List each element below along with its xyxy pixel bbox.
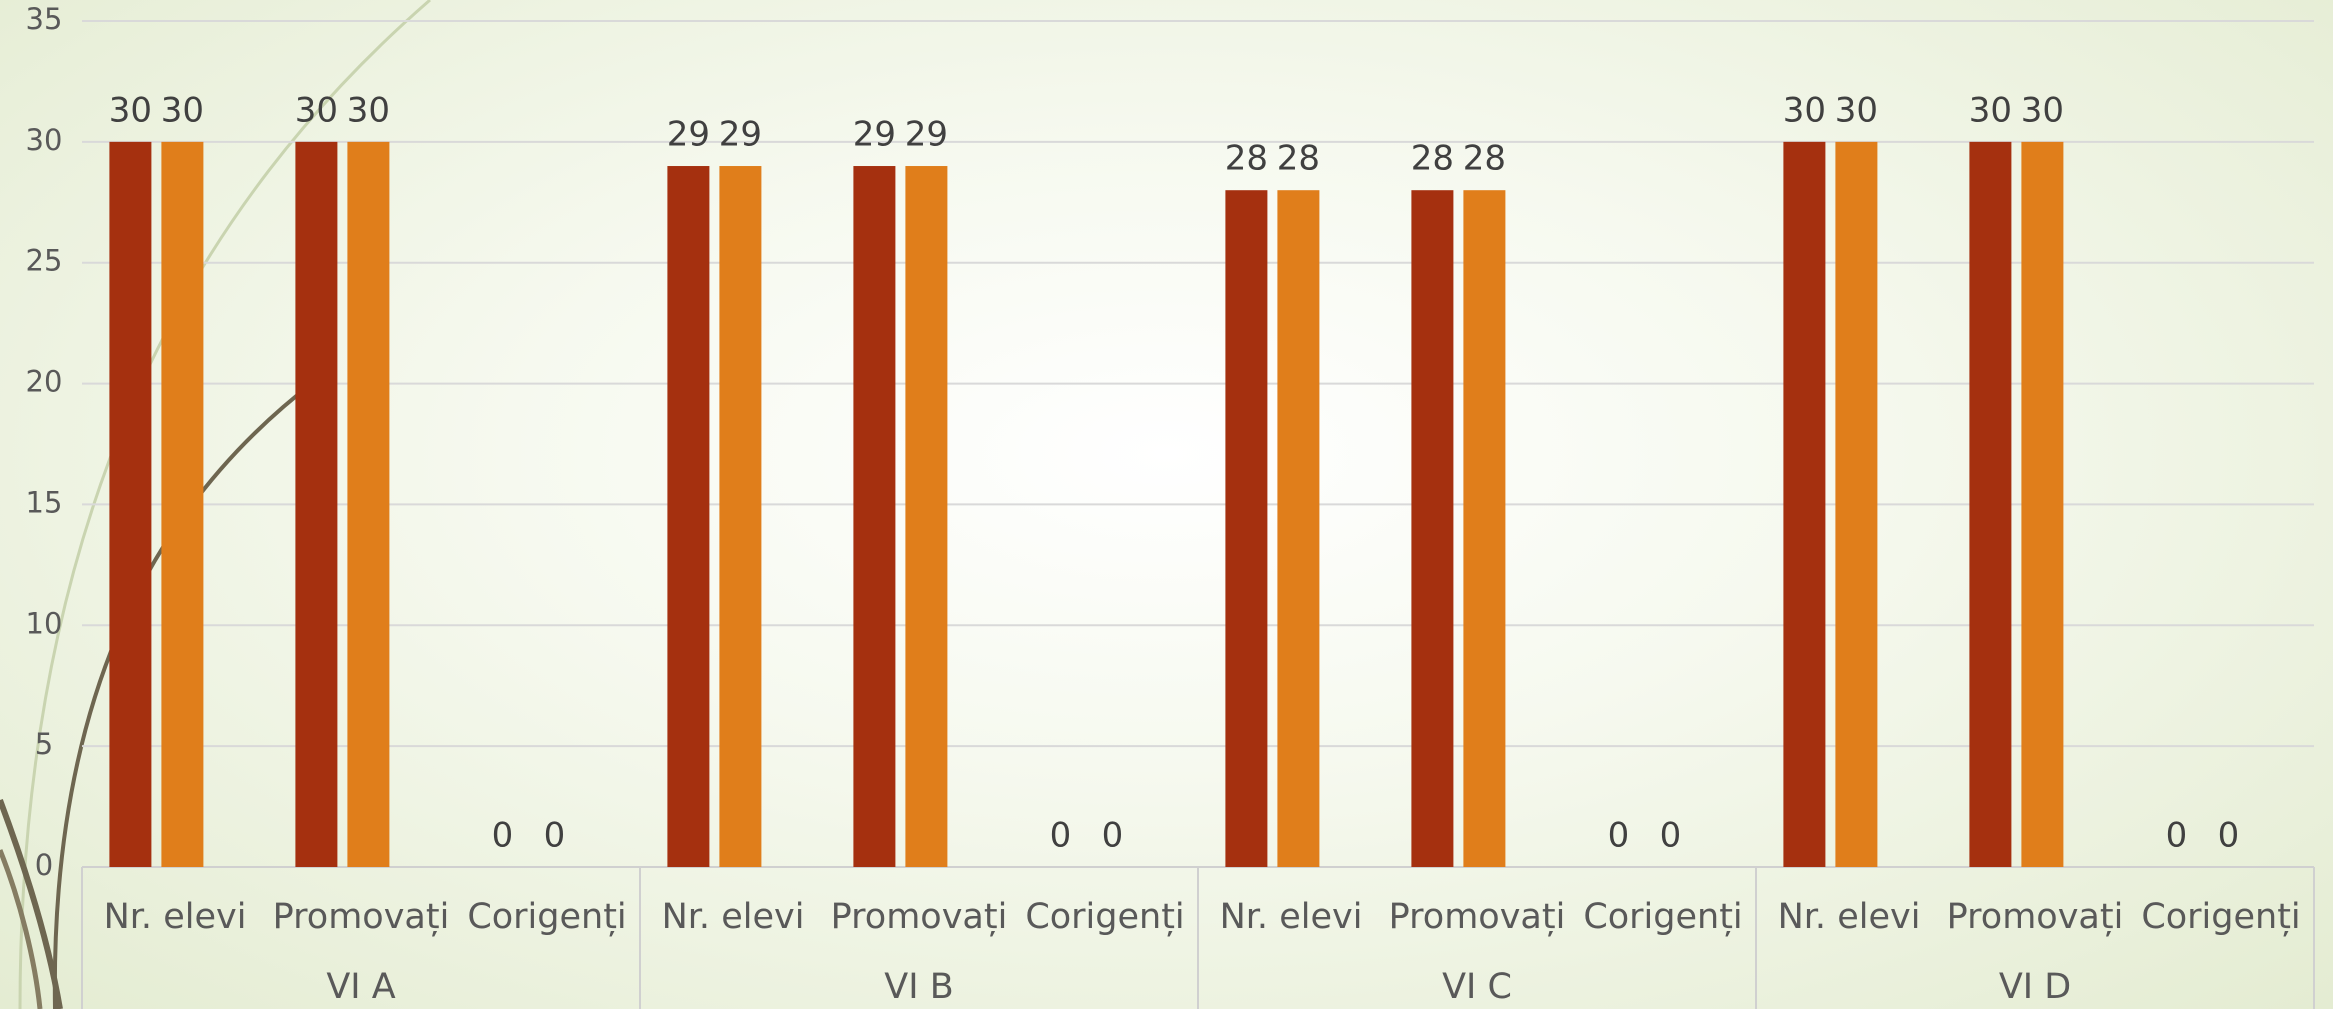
y-tick-label: 5 (35, 727, 53, 761)
data-label: 28 (1225, 139, 1268, 179)
bar (905, 166, 948, 867)
bar (347, 141, 390, 867)
data-label: 30 (347, 90, 390, 130)
bar (1969, 141, 2012, 867)
group-label: VI D (1999, 967, 2071, 1007)
x-tick-label: Corigenți (1583, 897, 1742, 937)
data-label: 0 (544, 816, 566, 856)
x-tick-label: Promovați (1389, 897, 1566, 937)
group-label: VI B (884, 967, 953, 1007)
x-tick-label: Nr. elevi (662, 897, 805, 937)
data-label: 30 (2021, 90, 2064, 130)
data-label: 30 (109, 90, 152, 130)
bar (667, 166, 710, 867)
bar (1783, 141, 1826, 867)
data-label: 30 (1835, 90, 1878, 130)
data-label: 28 (1463, 139, 1506, 179)
x-tick-label: Corigenți (1025, 897, 1184, 937)
group-label: VI C (1442, 967, 1512, 1007)
y-tick-label: 30 (26, 123, 63, 157)
x-tick-label: Nr. elevi (104, 897, 247, 937)
data-label: 30 (161, 90, 204, 130)
y-tick-label: 10 (26, 606, 63, 640)
y-tick-label: 20 (26, 365, 63, 399)
bar (2021, 141, 2064, 867)
x-tick-label: Nr. elevi (1220, 897, 1363, 937)
y-tick-label: 35 (26, 2, 63, 36)
data-label: 0 (1050, 816, 1072, 856)
data-label: 0 (1102, 816, 1124, 856)
x-tick-label: Corigenți (467, 897, 626, 937)
group-label: VI A (326, 967, 395, 1007)
data-label: 30 (1783, 90, 1826, 130)
data-label: 0 (1660, 816, 1682, 856)
y-tick-label: 15 (26, 485, 63, 519)
x-tick-label: Promovați (831, 897, 1008, 937)
bar (1225, 190, 1268, 867)
bar (853, 166, 896, 867)
data-label: 28 (1411, 139, 1454, 179)
bar (161, 141, 204, 867)
data-label: 0 (1608, 816, 1630, 856)
x-tick-label: Promovați (1947, 897, 2124, 937)
y-tick-label: 25 (26, 244, 63, 278)
data-label: 0 (2166, 816, 2188, 856)
bar (719, 166, 762, 867)
data-label: 30 (1969, 90, 2012, 130)
bar (1411, 190, 1454, 867)
bar (295, 141, 338, 867)
data-label: 29 (667, 115, 710, 155)
data-label: 29 (719, 115, 762, 155)
data-label: 29 (853, 115, 896, 155)
data-label: 28 (1277, 139, 1320, 179)
y-tick-label: 0 (35, 848, 53, 882)
x-tick-label: Promovați (273, 897, 450, 937)
data-label: 29 (905, 115, 948, 155)
bar (1277, 190, 1320, 867)
x-tick-label: Nr. elevi (1778, 897, 1921, 937)
bar (1463, 190, 1506, 867)
data-label: 0 (492, 816, 514, 856)
x-tick-label: Corigenți (2141, 897, 2300, 937)
bar (1835, 141, 1878, 867)
bar (109, 141, 152, 867)
data-label: 30 (295, 90, 338, 130)
data-label: 0 (2218, 816, 2240, 856)
